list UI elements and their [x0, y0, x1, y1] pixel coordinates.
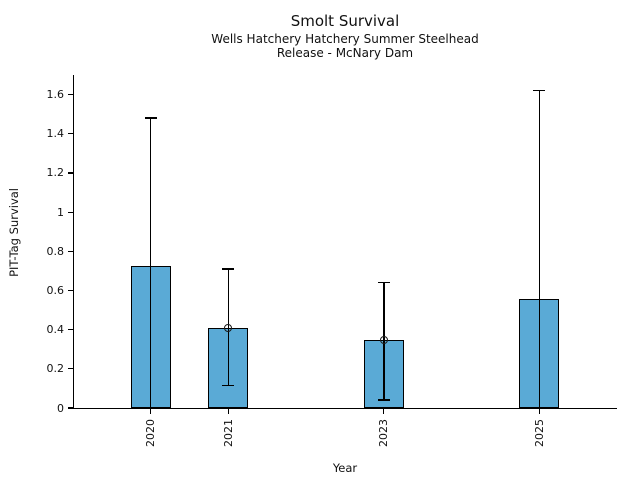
error-cap-bottom: [222, 384, 235, 387]
point-marker: [379, 336, 388, 345]
y-tick-label: 1.6: [46, 88, 65, 102]
x-tick: [383, 409, 385, 414]
y-tick: [68, 407, 73, 409]
y-tick: [68, 172, 73, 174]
x-tick: [150, 409, 152, 414]
y-tick: [68, 368, 73, 370]
y-tick-label: 0: [57, 401, 64, 415]
x-tick-label: 2020: [144, 419, 158, 447]
x-tick-label: 2025: [532, 419, 546, 447]
x-axis-title: Year: [332, 461, 358, 475]
y-tick-label: 0.6: [46, 283, 65, 297]
y-tick: [68, 289, 73, 292]
error-cap-top: [533, 89, 546, 92]
error-whisker: [538, 90, 541, 408]
x-tick: [538, 409, 540, 414]
y-tick: [68, 211, 73, 213]
y-tick-label: 1.4: [46, 127, 65, 141]
error-whisker: [149, 118, 152, 408]
y-tick-label: 0.2: [46, 362, 65, 376]
x-tick: [227, 409, 230, 414]
chart-subtitle-line1: Wells Hatchery Hatchery Summer Steelhead: [211, 32, 479, 46]
y-tick: [68, 93, 73, 96]
y-tick-label: 1: [57, 205, 64, 219]
error-cap-bottom: [377, 399, 390, 401]
y-tick: [68, 133, 73, 135]
x-tick-label: 2023: [377, 419, 391, 447]
chart-title: Smolt Survival: [290, 12, 400, 30]
point-marker: [224, 323, 233, 332]
y-axis-line: [73, 75, 75, 408]
y-tick-label: 1.2: [46, 166, 65, 180]
chart-subtitle-line2: Release - McNary Dam: [276, 46, 414, 60]
y-tick: [68, 329, 73, 331]
y-tick: [68, 250, 73, 252]
y-tick-label: 0.4: [46, 323, 65, 337]
x-axis-line: [73, 408, 617, 410]
error-cap-top: [144, 117, 157, 119]
y-tick-label: 0.8: [46, 244, 65, 258]
y-axis-title: PIT-Tag Survival: [7, 188, 21, 277]
error-cap-top: [222, 268, 235, 270]
error-cap-top: [377, 281, 390, 284]
x-tick-label: 2021: [221, 419, 235, 447]
